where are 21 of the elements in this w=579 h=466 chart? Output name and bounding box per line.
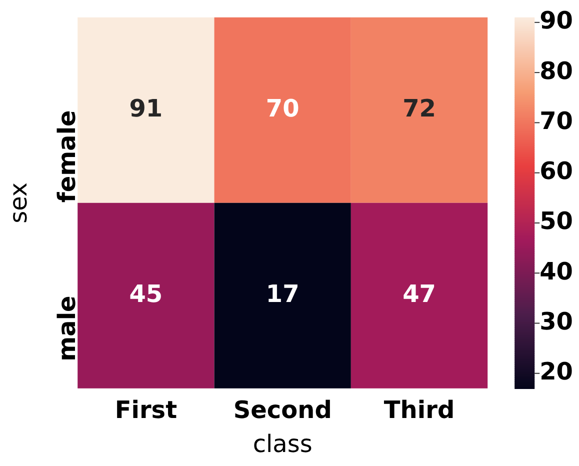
color-bar-label: 20 [540,358,574,386]
color-bar-label: 50 [540,207,574,236]
color-bar-label: 40 [540,257,574,286]
y-axis-title: sex [4,182,33,224]
data-label: 70 [266,94,300,122]
x-tick-label: Third [384,396,455,424]
y-tick-label: male [52,296,81,362]
x-tick-label: First [114,396,178,424]
color-bar-label: 90 [540,6,574,35]
data-label: 45 [129,280,163,308]
data-label: 17 [266,280,300,308]
color-bar-label: 70 [540,106,574,135]
color-bar-label: 30 [540,307,574,336]
color-bar-label: 80 [540,56,574,85]
data-label: 47 [402,280,436,308]
data-label: 91 [129,94,163,122]
x-tick-label: Second [233,396,332,424]
x-axis-title: class [252,430,312,458]
color-bar-label: 60 [540,157,574,186]
data-label: 72 [402,94,436,122]
y-tick-label: female [52,110,81,203]
